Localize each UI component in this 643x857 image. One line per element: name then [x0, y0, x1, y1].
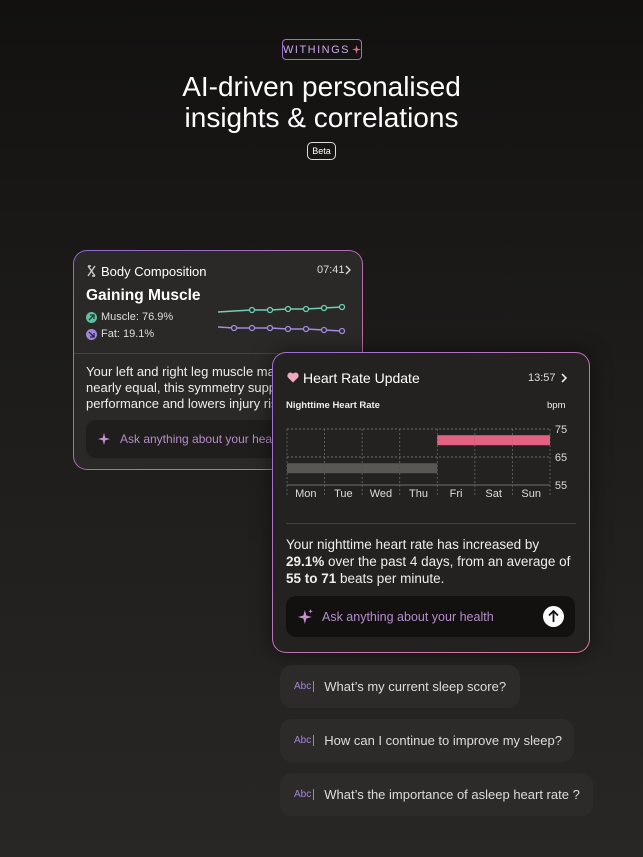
- summary-part: over the past 4 days, from an average of: [324, 554, 571, 569]
- sparklines: [217, 303, 346, 335]
- level-bar: [287, 463, 325, 474]
- body-text: performance and lowers injury ris: [86, 396, 278, 411]
- chip-text: What’s my current sleep score?: [324, 679, 507, 694]
- metric: Fat: 19.1%: [101, 328, 155, 340]
- chip-icon: Abc: [294, 789, 315, 800]
- chevron: [345, 265, 351, 275]
- headline: Gaining Muscle: [86, 287, 201, 304]
- x-tick-label: Mon: [295, 488, 316, 500]
- level-bar: [362, 463, 400, 474]
- y-tick-label: 75: [555, 424, 567, 436]
- ask-prompt: Ask anything about your health: [120, 432, 285, 446]
- chip-text: How can I continue to improve my sleep?: [324, 733, 562, 748]
- suggestion-chip[interactable]: Abc What’s my current sleep score?: [280, 665, 520, 708]
- chart-subtitle: Nighttime Heart Rate: [286, 400, 380, 411]
- sparkle: [352, 45, 361, 54]
- ask-box[interactable]: Ask anything about your health: [286, 596, 575, 637]
- card-title: Heart Rate Update: [303, 370, 420, 386]
- title-line: insights & correlations: [184, 102, 459, 133]
- heart-rate-chart: 75 65 55 Mon Tue Wed Thu Fri Sat Sun: [286, 424, 567, 500]
- body-text: Your left and right leg muscle ma: [86, 364, 275, 379]
- sparkle: [298, 608, 313, 624]
- divider: [286, 523, 576, 524]
- card-title: Body Composition: [101, 264, 207, 279]
- level-bar: [324, 463, 363, 474]
- level-bar: [474, 435, 513, 446]
- level-bar: [399, 463, 438, 474]
- y-tick-label: 65: [555, 452, 567, 464]
- x-tick-label: Sat: [485, 488, 502, 500]
- y-tick-label: 55: [555, 480, 567, 492]
- metric: Muscle: 76.9%: [101, 311, 174, 323]
- x-tick-label: Wed: [370, 488, 392, 500]
- x-tick-label: Fri: [450, 488, 463, 500]
- suggestion-chip[interactable]: Abc What’s the importance of asleep heart…: [280, 773, 593, 816]
- x-tick-label: Tue: [334, 488, 353, 500]
- level-bar: [437, 435, 475, 446]
- heart-card[interactable]: Heart Rate Update 13:57 Nighttime Heart …: [272, 352, 590, 653]
- card-time: 13:57: [528, 372, 556, 384]
- beta-badge: Beta: [307, 142, 336, 160]
- summary-part: 29.1%: [286, 554, 325, 569]
- chip-text: What’s the importance of asleep heart ra…: [324, 787, 580, 802]
- chevron: [561, 373, 567, 383]
- x-tick-label: Thu: [409, 488, 428, 500]
- send-button[interactable]: [543, 606, 564, 627]
- brand: WITHINGS: [283, 43, 350, 56]
- level-bar: [512, 435, 550, 446]
- heart-icon: [287, 372, 299, 383]
- summary-part: Your nighttime heart rate has increased …: [286, 537, 540, 552]
- title-line: AI-driven personalised: [182, 71, 461, 102]
- down-icon: [86, 329, 97, 340]
- ask-prompt: Ask anything about your health: [322, 609, 494, 624]
- summary-part: 55 to 71: [286, 571, 337, 586]
- body-icon: [87, 265, 96, 277]
- summary: Your nighttime heart rate has increased …: [286, 536, 576, 587]
- sparkle: [98, 433, 110, 445]
- up-icon: [86, 312, 97, 323]
- summary-part: beats per minute.: [336, 571, 445, 586]
- unit-label: bpm: [547, 400, 566, 411]
- chip-icon: Abc: [294, 681, 315, 692]
- x-tick-label: Sun: [521, 488, 541, 500]
- suggestion-chip[interactable]: Abc How can I continue to improve my slee…: [280, 719, 574, 762]
- body-text: nearly equal, this symmetry supp: [86, 380, 277, 395]
- card-time: 07:41: [317, 264, 345, 276]
- chip-icon: Abc: [294, 735, 315, 746]
- divider: [74, 353, 362, 354]
- brand-badge: WITHINGS: [282, 39, 362, 60]
